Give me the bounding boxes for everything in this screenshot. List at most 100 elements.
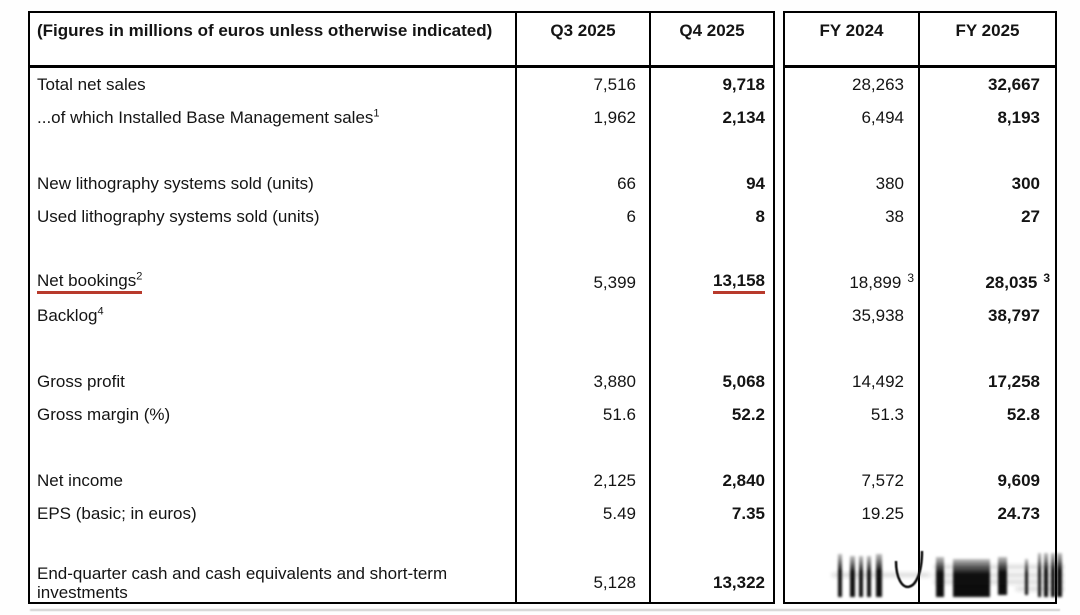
row-label: Total net sales — [37, 75, 146, 94]
table-row: 35,938 38,797 — [785, 299, 1055, 332]
cell-fy-2025: 300 — [920, 167, 1055, 200]
cell-fy-2024 — [785, 431, 920, 464]
cell-fy-2024: 380 — [785, 167, 920, 200]
cell-value: 24.73 — [997, 504, 1040, 523]
cell-value: 38 — [885, 207, 904, 226]
cell-fy-2024: 6,494 — [785, 101, 920, 134]
cell-q3-2025 — [517, 431, 651, 464]
cell-fy-2024: 51.3 — [785, 398, 920, 431]
row-label: Backlog4 — [37, 305, 104, 325]
table-row: EPS (basic; in euros) 5.49 7.35 — [30, 497, 773, 530]
quarterly-table-body: Total net sales 7,516 9,718 ...of which Ins… — [30, 68, 773, 602]
full-year-table: FY 2024 FY 2025 28,263 32,667 6,494 8,193 38… — [783, 11, 1057, 604]
cell-value: 5.49 — [602, 504, 636, 523]
scan-artifact-line — [30, 609, 1060, 611]
cell-q4-2025 — [651, 530, 773, 563]
cell-value: 28,263 — [852, 75, 904, 94]
table-row: 51.3 52.8 — [785, 398, 1055, 431]
cell-value: 18,899 — [849, 273, 902, 292]
cell-fy-2024: 14,492 — [785, 365, 920, 398]
cell-value: 2,134 — [722, 108, 765, 127]
cell-value: 32,667 — [988, 75, 1040, 94]
table-row: 18,899 3 28,035 3 — [785, 266, 1055, 299]
row-label-red-underline: Net bookings2 — [37, 270, 143, 294]
cell-value: 2,125 — [593, 471, 636, 490]
cell-fy-2024: 28,263 — [785, 68, 920, 101]
cell-q3-2025: 66 — [517, 167, 651, 200]
cell-q3-2025: 1,962 — [517, 101, 651, 134]
cell-value: 380 — [875, 174, 904, 193]
cell-fy-2025: 8,193 — [920, 101, 1055, 134]
cell-q4-2025: 52.2 — [651, 398, 773, 431]
row-label-cell: Total net sales — [30, 68, 517, 101]
table-row-blank — [30, 134, 773, 167]
cell-q4-2025: 13,322 — [651, 563, 773, 602]
table-row: Net bookings2 5,399 13,158 — [30, 266, 773, 299]
cell-q3-2025: 5,128 — [517, 563, 651, 602]
table-row: End-quarter cash and cash equivalents an… — [30, 563, 773, 602]
table-row-blank — [785, 332, 1055, 365]
cell-fy-2025: 52.8 — [920, 398, 1055, 431]
column-header-q3-2025: Q3 2025 — [517, 13, 651, 65]
table-row-blank — [30, 431, 773, 464]
footnote-ref: 1 — [373, 107, 380, 120]
full-year-table-header: FY 2024 FY 2025 — [785, 13, 1055, 68]
table-row: Used lithography systems sold (units) 6 8 — [30, 200, 773, 233]
cell-q3-2025: 51.6 — [517, 398, 651, 431]
cell-fy-2025: 9,609 — [920, 464, 1055, 497]
footnote-ref: 4 — [97, 305, 104, 318]
quarterly-table-header: (Figures in millions of euros unless oth… — [30, 13, 773, 68]
cell-value: 19.25 — [861, 504, 904, 523]
cell-fy-2024: 38 — [785, 200, 920, 233]
cell-q4-2025: 8 — [651, 200, 773, 233]
cell-q4-2025: 2,840 — [651, 464, 773, 497]
row-label-cell — [30, 134, 517, 167]
row-label-cell: EPS (basic; in euros) — [30, 497, 517, 530]
cell-fy-2024 — [785, 332, 920, 365]
row-label-cell — [30, 233, 517, 266]
cell-fy-2025: 38,797 — [920, 299, 1055, 332]
row-label: EPS (basic; in euros) — [37, 504, 197, 523]
table-row: Gross profit 3,880 5,068 — [30, 365, 773, 398]
cell-q3-2025: 7,516 — [517, 68, 651, 101]
table-row-blank — [785, 134, 1055, 167]
cell-value: 94 — [746, 174, 765, 193]
cell-q3-2025 — [517, 332, 651, 365]
cell-q3-2025: 2,125 — [517, 464, 651, 497]
row-label-cell: Backlog4 — [30, 299, 517, 332]
cell-q3-2025: 6 — [517, 200, 651, 233]
cell-value: 5,068 — [722, 372, 765, 391]
cell-value: 17,258 — [988, 372, 1040, 391]
cell-value: 52.8 — [1006, 405, 1040, 424]
cell-value: 38,797 — [988, 306, 1040, 325]
cell-value: 6 — [626, 207, 636, 226]
row-label-cell — [30, 530, 517, 563]
row-label-cell: Gross profit — [30, 365, 517, 398]
cell-value: 9,718 — [722, 75, 765, 94]
cell-value: 51.3 — [870, 405, 904, 424]
footnote-ref: 2 — [136, 270, 143, 283]
cell-value: 66 — [617, 174, 636, 193]
row-label: Gross profit — [37, 372, 125, 391]
cell-value: 3,880 — [593, 372, 636, 391]
cell-value: 35,938 — [852, 306, 904, 325]
table-row-blank — [785, 233, 1055, 266]
table-row — [785, 563, 1055, 602]
cell-value: 51.6 — [602, 405, 636, 424]
cell-fy-2024: 7,572 — [785, 464, 920, 497]
cell-q4-2025 — [651, 233, 773, 266]
cell-fy-2025: 17,258 — [920, 365, 1055, 398]
table-row: Net income 2,125 2,840 — [30, 464, 773, 497]
table-row-blank — [785, 530, 1055, 563]
row-label-cell: Net income — [30, 464, 517, 497]
cell-fy-2025 — [920, 233, 1055, 266]
table-row-blank — [785, 431, 1055, 464]
cell-value: 52.2 — [731, 405, 765, 424]
table-row: 6,494 8,193 — [785, 101, 1055, 134]
cell-fy-2025: 32,667 — [920, 68, 1055, 101]
cell-value: 6,494 — [861, 108, 904, 127]
cell-fy-2025 — [920, 431, 1055, 464]
cell-fy-2025: 24.73 — [920, 497, 1055, 530]
cell-q4-2025 — [651, 431, 773, 464]
